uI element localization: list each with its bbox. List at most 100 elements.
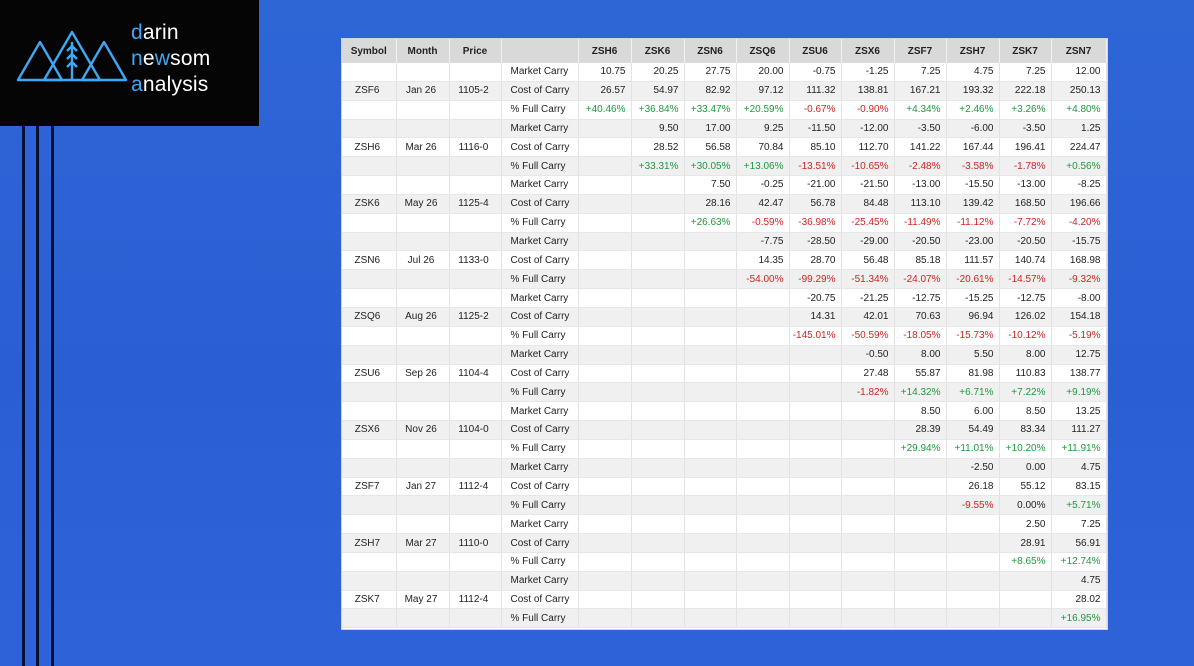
value-cell: +40.46% (578, 100, 632, 120)
symbol-cell (342, 514, 397, 535)
value-cell (684, 608, 737, 629)
month-cell: Jan 26 (396, 81, 450, 101)
value-cell (684, 307, 737, 327)
value-cell: +20.59% (736, 100, 790, 120)
value-cell: -3.50 (999, 119, 1052, 139)
metric-label-cell: % Full Carry (501, 156, 579, 177)
value-cell (789, 571, 842, 591)
value-cell (736, 552, 790, 572)
column-header-metric (501, 39, 579, 63)
value-cell: 138.77 (1051, 364, 1107, 384)
value-cell: 222.18 (999, 81, 1052, 101)
metric-label-cell: % Full Carry (501, 326, 579, 346)
metric-label-cell: % Full Carry (501, 495, 579, 516)
value-cell: 56.58 (684, 137, 737, 158)
value-cell: +3.26% (999, 100, 1052, 120)
value-cell (736, 307, 790, 327)
value-cell: 111.32 (789, 81, 842, 101)
value-cell: -20.50 (894, 232, 947, 252)
value-cell (736, 590, 790, 610)
value-cell: 12.75 (1051, 345, 1107, 365)
value-cell (578, 552, 632, 572)
symbol-cell (342, 63, 397, 82)
value-cell: 85.18 (894, 250, 947, 271)
price-cell: 1125-4 (449, 194, 502, 214)
logo-wordmark: darin newsom analysis (131, 20, 210, 98)
symbol-cell: ZSH7 (342, 533, 397, 553)
value-cell: -0.90% (841, 100, 895, 120)
value-cell: 126.02 (999, 307, 1052, 327)
value-cell: 81.98 (946, 364, 1000, 384)
symbol-cell (342, 156, 397, 177)
value-cell: 4.75 (946, 63, 1000, 82)
value-cell (894, 571, 947, 591)
value-cell: 224.47 (1051, 137, 1107, 158)
table-row: % Full Carry -145.01% -50.59% -18.05% -15.73… (342, 326, 1107, 346)
value-cell: 196.66 (1051, 194, 1107, 214)
value-cell (841, 552, 895, 572)
value-cell (578, 571, 632, 591)
metric-label-cell: Market Carry (501, 345, 579, 365)
value-cell: +13.06% (736, 156, 790, 177)
value-cell: 55.12 (999, 477, 1052, 497)
price-cell: 1116-0 (449, 137, 502, 158)
value-cell: 6.00 (946, 401, 1000, 422)
decor-line-3 (36, 126, 39, 666)
value-cell (736, 439, 790, 459)
symbol-cell: ZSH6 (342, 137, 397, 158)
value-cell: +8.65% (999, 552, 1052, 572)
month-cell (396, 514, 450, 535)
column-header-zsq6: ZSQ6 (736, 39, 790, 63)
value-cell: 0.00% (999, 495, 1052, 516)
value-cell: -10.12% (999, 326, 1052, 346)
price-cell (449, 213, 502, 233)
price-cell (449, 63, 502, 82)
value-cell: -18.05% (894, 326, 947, 346)
logo-line-darin: darin (131, 21, 179, 44)
value-cell (631, 458, 685, 478)
value-cell (578, 495, 632, 516)
month-cell (396, 232, 450, 252)
value-cell: -11.50 (789, 119, 842, 139)
value-cell (946, 533, 1000, 553)
value-cell (736, 420, 790, 440)
table-row: ZSH6 Mar 26 1116-0 Cost of Carry 28.52 56.58 7… (342, 137, 1107, 158)
logo-line-analysis: analysis (131, 73, 209, 96)
value-cell (631, 439, 685, 459)
symbol-cell (342, 100, 397, 120)
metric-label-cell: Market Carry (501, 63, 579, 82)
table-row: ZSQ6 Aug 26 1125-2 Cost of Carry 14.31 42.01 7… (342, 307, 1107, 327)
value-cell (578, 137, 632, 158)
table-row: ZSF6 Jan 26 1105-2 Cost of Carry 26.57 54.97 8… (342, 81, 1107, 101)
value-cell (578, 608, 632, 629)
value-cell (631, 326, 685, 346)
value-cell: 12.00 (1051, 63, 1107, 82)
value-cell: 0.00 (999, 458, 1052, 478)
price-cell: 1104-0 (449, 420, 502, 440)
value-cell: -23.00 (946, 232, 1000, 252)
value-cell (684, 250, 737, 271)
table-row: Market Carry -0.50 8.00 5.50 8.00 12.75 (342, 345, 1107, 365)
value-cell (736, 364, 790, 384)
value-cell (578, 439, 632, 459)
month-cell: May 27 (396, 590, 450, 610)
value-cell (841, 420, 895, 440)
column-header-zsu6: ZSU6 (789, 39, 842, 63)
value-cell (631, 533, 685, 553)
value-cell: -99.29% (789, 269, 842, 290)
value-cell (578, 382, 632, 403)
value-cell (578, 156, 632, 177)
month-cell: Mar 27 (396, 533, 450, 553)
value-cell: 28.52 (631, 137, 685, 158)
table-header-row: Symbol Month Price ZSH6 ZSK6 ZSN6 ZSQ6 ZSU6 ZSX6… (342, 39, 1107, 63)
value-cell: +14.32% (894, 382, 947, 403)
table-row: % Full Carry -1.82% +14.32% +6.71% +7.22% +9.… (342, 382, 1107, 403)
symbol-cell (342, 326, 397, 346)
month-cell (396, 608, 450, 629)
value-cell: 70.63 (894, 307, 947, 327)
value-cell (631, 345, 685, 365)
value-cell (578, 232, 632, 252)
value-cell: -12.00 (841, 119, 895, 139)
value-cell: 168.50 (999, 194, 1052, 214)
column-header-zsf7: ZSF7 (894, 39, 947, 63)
